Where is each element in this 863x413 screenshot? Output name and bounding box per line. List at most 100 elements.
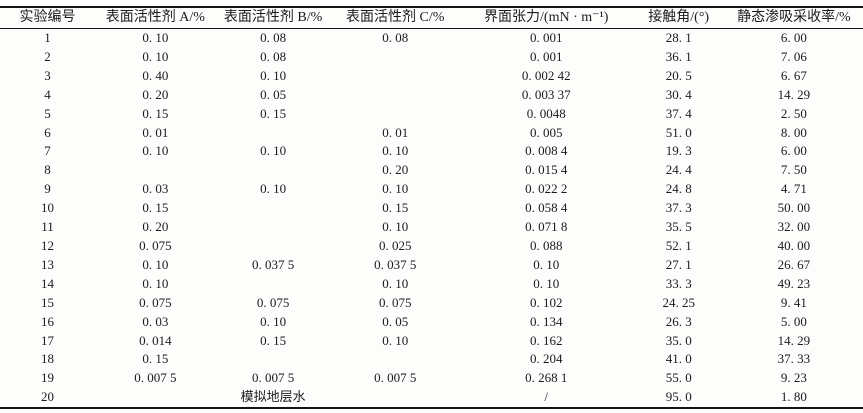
cell-interfacial-tension: 0. 134 xyxy=(529,313,563,329)
cell-contact-angle: 19. 3 xyxy=(665,143,692,159)
cell-surfactant-c: 0. 007 5 xyxy=(374,370,417,386)
cell-interfacial-tension: 0. 008 4 xyxy=(525,143,568,159)
cell-surfactant-b xyxy=(216,124,331,143)
cell-surfactant-b: 模拟地层水 xyxy=(240,389,306,405)
cell-interfacial-tension: 0. 001 xyxy=(529,30,563,45)
table-row: 6 0. 01 0. 01 0. 005 51. 0 8. 00 xyxy=(0,124,863,143)
table-row: 8 0. 20 0. 015 4 24. 4 7. 50 xyxy=(0,161,863,180)
cell-surfactant-a: 0. 10 xyxy=(142,143,169,159)
cell-contact-angle: 20. 5 xyxy=(665,67,692,83)
cell-surfactant-b xyxy=(216,350,331,369)
cell-contact-angle: 36. 1 xyxy=(665,48,692,64)
cell-surfactant-c: 0. 10 xyxy=(382,332,409,348)
cell-surfactant-c xyxy=(331,86,460,105)
cell-interfacial-tension: 0. 268 1 xyxy=(525,370,568,386)
cell-interfacial-tension: 0. 002 42 xyxy=(521,67,571,83)
cell-contact-angle: 33. 3 xyxy=(665,275,692,291)
cell-static-imbibition-recovery: 6. 00 xyxy=(780,143,807,159)
cell-interfacial-tension: 0. 10 xyxy=(533,275,560,291)
cell-surfactant-b: 0. 15 xyxy=(260,332,287,348)
cell-experiment-id: 8 xyxy=(44,162,51,178)
cell-static-imbibition-recovery: 37. 33 xyxy=(777,351,811,367)
cell-experiment-id: 10 xyxy=(40,200,54,216)
header-cell-surfactant-a: 表面活性剂 A/% xyxy=(94,7,216,29)
cell-surfactant-b xyxy=(216,237,331,256)
cell-surfactant-b: 0. 007 5 xyxy=(251,370,295,386)
cell-contact-angle: 35. 5 xyxy=(665,219,692,235)
table-row: 13 0. 10 0. 037 5 0. 037 5 0. 10 27. 1 26. 67 xyxy=(0,256,863,275)
cell-static-imbibition-recovery: 8. 00 xyxy=(780,124,807,140)
cell-surfactant-a: 0. 03 xyxy=(142,313,169,329)
table-body: 1 0. 10 0. 08 0. 08 0. 001 28. 1 6. 00 2 0. 10 0.… xyxy=(0,29,863,409)
table-header: 实验编号 表面活性剂 A/% 表面活性剂 B/% 表面活性剂 C/% 界面张力/(mN … xyxy=(0,7,863,29)
cell-surfactant-a: 0. 01 xyxy=(142,124,169,140)
cell-surfactant-b: 0. 10 xyxy=(260,181,287,197)
cell-surfactant-b: 0. 075 xyxy=(256,294,290,310)
cell-static-imbibition-recovery: 9. 41 xyxy=(780,294,807,310)
cell-experiment-id: 12 xyxy=(40,237,54,253)
table-row: 11 0. 20 0. 10 0. 071 8 35. 5 32. 00 xyxy=(0,218,863,237)
cell-contact-angle: 30. 4 xyxy=(665,86,692,102)
cell-interfacial-tension: / xyxy=(544,389,549,405)
cell-experiment-id: 9 xyxy=(44,181,51,197)
cell-experiment-id: 4 xyxy=(44,86,51,102)
cell-surfactant-b xyxy=(216,218,331,237)
cell-surfactant-c xyxy=(331,350,460,369)
cell-interfacial-tension: 0. 088 xyxy=(529,237,563,253)
cell-contact-angle: 24. 8 xyxy=(665,181,692,197)
cell-surfactant-a: 0. 15 xyxy=(142,200,169,216)
cell-surfactant-c: 0. 20 xyxy=(382,162,409,178)
cell-contact-angle: 27. 1 xyxy=(665,256,692,272)
cell-static-imbibition-recovery: 4. 71 xyxy=(780,181,807,197)
cell-static-imbibition-recovery: 7. 50 xyxy=(780,162,807,178)
cell-surfactant-c: 0. 05 xyxy=(382,313,409,329)
cell-surfactant-a: 0. 075 xyxy=(139,294,172,310)
cell-surfactant-a: 0. 10 xyxy=(142,256,169,272)
cell-surfactant-a: 0. 075 xyxy=(139,237,172,253)
cell-interfacial-tension: 0. 10 xyxy=(533,256,560,272)
table-row: 16 0. 03 0. 10 0. 05 0. 134 26. 3 5. 00 xyxy=(0,313,863,332)
cell-surfactant-a: 0. 15 xyxy=(142,105,169,121)
table-row: 7 0. 10 0. 10 0. 10 0. 008 4 19. 3 6. 00 xyxy=(0,142,863,161)
cell-surfactant-c xyxy=(331,105,460,124)
header-cell-interfacial-tension: 界面张力/(mN · m⁻¹) xyxy=(459,7,633,29)
cell-experiment-id: 7 xyxy=(44,143,51,159)
cell-surfactant-a: 0. 10 xyxy=(142,275,169,291)
cell-static-imbibition-recovery: 32. 00 xyxy=(777,219,811,235)
cell-surfactant-b: 0. 08 xyxy=(260,48,287,64)
cell-static-imbibition-recovery: 1. 80 xyxy=(780,389,807,405)
table-row: 1 0. 10 0. 08 0. 08 0. 001 28. 1 6. 00 xyxy=(0,29,863,48)
cell-surfactant-c xyxy=(331,67,460,86)
header-cell-experiment-id: 实验编号 xyxy=(0,7,95,29)
cell-surfactant-c: 0. 10 xyxy=(382,181,409,197)
cell-static-imbibition-recovery: 40. 00 xyxy=(777,237,811,253)
cell-interfacial-tension: 0. 204 xyxy=(529,351,563,367)
cell-surfactant-a: 0. 20 xyxy=(142,219,169,235)
cell-interfacial-tension: 0. 003 37 xyxy=(521,86,571,102)
cell-experiment-id: 2 xyxy=(44,48,51,64)
cell-experiment-id: 16 xyxy=(40,313,54,329)
cell-experiment-id: 5 xyxy=(44,105,51,121)
cell-surfactant-a xyxy=(95,388,216,408)
cell-contact-angle: 28. 1 xyxy=(665,30,692,45)
table-row: 15 0. 075 0. 075 0. 075 0. 102 24. 25 9. 41 xyxy=(0,294,863,313)
cell-static-imbibition-recovery: 2. 50 xyxy=(780,105,807,121)
cell-experiment-id: 17 xyxy=(40,332,54,348)
cell-experiment-id: 6 xyxy=(44,124,51,140)
cell-interfacial-tension: 0. 058 4 xyxy=(525,200,568,216)
cell-surfactant-b: 0. 10 xyxy=(260,67,287,83)
cell-surfactant-c: 0. 10 xyxy=(382,275,409,291)
cell-contact-angle: 24. 4 xyxy=(665,162,692,178)
cell-surfactant-c xyxy=(331,48,460,67)
cell-surfactant-c: 0. 075 xyxy=(378,294,412,310)
cell-contact-angle: 41. 0 xyxy=(665,351,692,367)
cell-surfactant-a xyxy=(95,161,216,180)
cell-experiment-id: 11 xyxy=(41,219,54,235)
cell-static-imbibition-recovery: 9. 23 xyxy=(780,370,807,386)
cell-surfactant-a: 0. 15 xyxy=(142,351,169,367)
table-row: 2 0. 10 0. 08 0. 001 36. 1 7. 06 xyxy=(0,48,863,67)
cell-contact-angle: 51. 0 xyxy=(665,124,692,140)
cell-contact-angle: 35. 0 xyxy=(665,332,692,348)
cell-contact-angle: 37. 4 xyxy=(665,105,692,121)
cell-surfactant-c xyxy=(331,388,460,408)
